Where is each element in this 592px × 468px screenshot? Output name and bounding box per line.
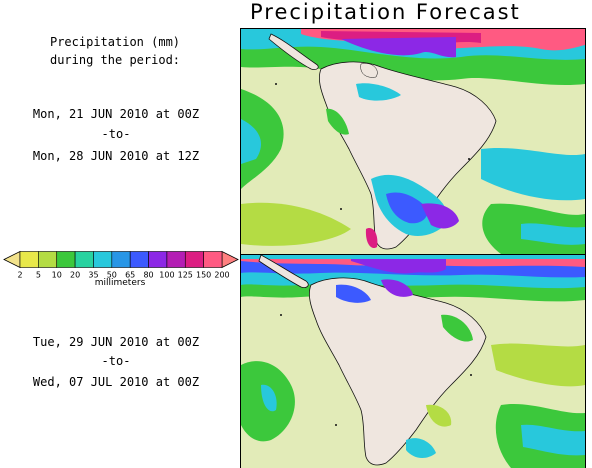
period2-start: Tue, 29 JUN 2010 at 00Z [32, 335, 200, 349]
legend-tick-label: 200 [214, 271, 229, 280]
legend-tick-label: 35 [88, 271, 98, 280]
forecast-map-period1 [240, 28, 586, 255]
color-legend: 2 5 10 20 35 50 65 80 100 125 150 200 [3, 250, 239, 280]
legend-swatch [166, 251, 186, 268]
page-title: Precipitation Forecast [250, 0, 521, 24]
legend-tick-label: 20 [70, 271, 80, 280]
continent-south-america [308, 277, 487, 466]
legend-units: millimeters [94, 278, 146, 288]
legend-tick-label: 100 [159, 271, 174, 280]
legend-swatch [203, 251, 223, 268]
legend-swatch [129, 251, 149, 268]
period1-separator: -to- [101, 127, 131, 141]
forecast-map-period2 [240, 254, 586, 468]
legend-tick-label: 65 [125, 271, 135, 280]
legend-tick-label: 50 [107, 271, 117, 280]
legend-tick-label: 10 [52, 271, 62, 280]
legend-swatch [148, 251, 168, 268]
period1-start: Mon, 21 JUN 2010 at 00Z [32, 107, 200, 121]
period1-end: Mon, 28 JUN 2010 at 12Z [32, 149, 200, 163]
legend-swatch [93, 251, 113, 268]
legend-tick-label: 5 [36, 271, 41, 280]
legend-tick-label: 2 [17, 271, 22, 280]
period2-separator: -to- [101, 354, 131, 368]
legend-tick-label: 125 [178, 271, 193, 280]
legend-tick-label: 150 [196, 271, 211, 280]
legend-swatch [56, 251, 76, 268]
legend-swatch [38, 251, 58, 268]
legend-swatch [184, 251, 204, 268]
legend-heading-line1: Precipitation (mm) [49, 35, 181, 49]
legend-heading-line2: during the period: [49, 53, 181, 67]
legend-arrow-low [3, 250, 21, 269]
period2-end: Wed, 07 JUL 2010 at 00Z [32, 375, 200, 389]
legend-swatch [19, 251, 39, 268]
legend-arrow-high [221, 250, 239, 269]
legend-tick-label: 80 [143, 271, 153, 280]
legend-swatch [111, 251, 131, 268]
legend-swatch [74, 251, 94, 268]
